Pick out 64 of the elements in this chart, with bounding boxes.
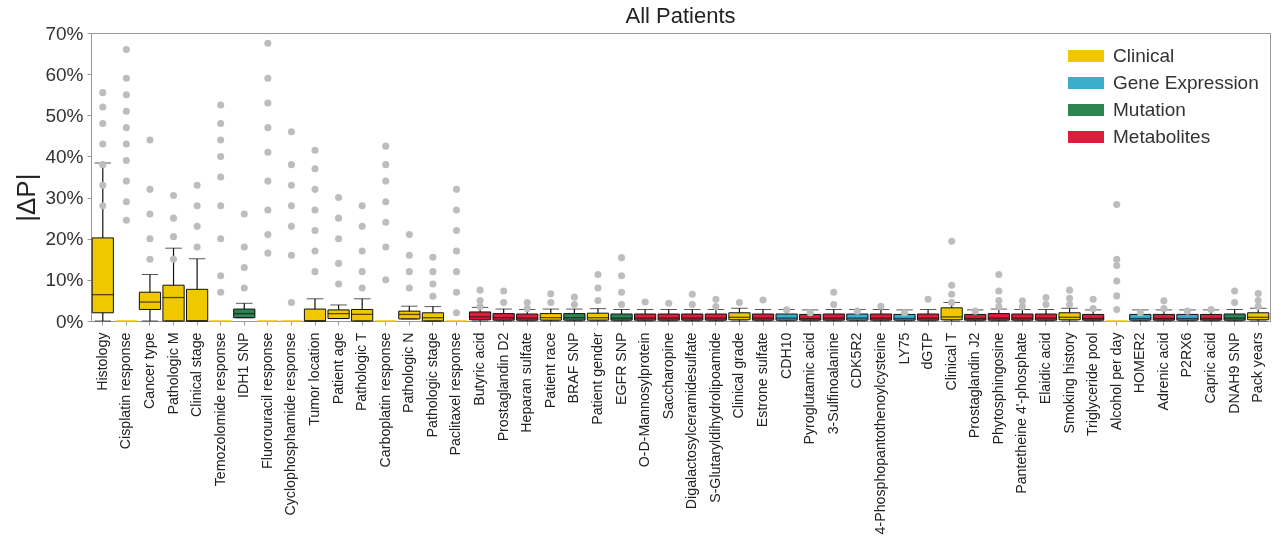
- x-tick-label: Paclitaxel response: [447, 332, 464, 456]
- x-tick-label: HOMER2: [1131, 332, 1148, 394]
- x-tick-label: Heparan sulfate: [518, 332, 535, 433]
- x-tick-label: Cancer type: [140, 332, 157, 409]
- x-tick-label: dGTP: [919, 332, 936, 370]
- legend-label: Gene Expression: [1113, 72, 1259, 93]
- y-tick-label: 70%: [45, 22, 84, 44]
- x-tick-label: CDH10: [777, 332, 794, 380]
- x-tick-label: Clinical grade: [730, 332, 747, 419]
- x-tick-label: Capric acid: [1202, 332, 1219, 404]
- x-tick-label: Patient race: [541, 332, 558, 409]
- x-tick-label: LY75: [895, 332, 912, 365]
- y-tick-label: 50%: [45, 104, 84, 126]
- x-tick-label: Temozolomide response: [211, 332, 228, 487]
- x-tick-label: 3-Sulfinoalanine: [824, 332, 841, 435]
- x-tick-label: Clinical T: [942, 332, 959, 391]
- x-tick-label: 4-Phosphopantothenoylcysteine: [871, 332, 888, 535]
- x-tick-label: Estrone sulfate: [754, 332, 771, 428]
- x-tick-label: Triglyceride pool: [1084, 332, 1101, 437]
- x-tick-label: Clinical stage: [188, 332, 205, 417]
- x-tick-label: Digalactosylceramidesulfate: [683, 332, 700, 510]
- x-tick-label: Pack years: [1249, 332, 1266, 403]
- x-tick-label: Pathologic T: [353, 332, 370, 412]
- x-tick-label: Cyclophosphamide response: [282, 332, 299, 516]
- x-tick-label: IDH1 SNP: [235, 332, 252, 398]
- y-tick-label: 30%: [45, 187, 84, 209]
- x-tick-label: Elaidic acid: [1036, 332, 1053, 405]
- x-tick-label: Alcohol per day: [1107, 331, 1124, 431]
- x-tick-label: Phytosphingosine: [989, 332, 1006, 445]
- legend-label: Mutation: [1113, 99, 1186, 120]
- x-tick-label: Adrenic acid: [1154, 332, 1171, 411]
- y-axis-title: |ΔP|: [11, 173, 42, 222]
- x-tick-label: Prostaglandin D2: [494, 332, 511, 442]
- y-tick-label: 40%: [45, 145, 84, 167]
- x-tick-label: EGFR SNP: [612, 332, 629, 406]
- legend-label: Clinical: [1113, 45, 1175, 66]
- x-tick-label: O-D-Mannosylprotein: [636, 332, 653, 468]
- x-tick-label: S-Glutaryldihydrolipoamide: [706, 332, 723, 503]
- y-tick-label: 20%: [45, 228, 84, 250]
- x-tick-label: Histology: [93, 331, 110, 391]
- x-tick-label: Pantetheine 4'-phosphate: [1013, 332, 1030, 494]
- chart-title: All Patients: [625, 3, 736, 28]
- x-tick-label: Pathologic M: [164, 332, 181, 415]
- x-tick-label: CDK5R2: [848, 332, 865, 389]
- x-tick-label: Patient age: [329, 332, 346, 405]
- x-tick-label: Pathologic stage: [423, 332, 440, 438]
- x-tick-label: DNAH9 SNP: [1225, 332, 1242, 414]
- x-tick-label: Butyric acid: [471, 332, 488, 406]
- y-tick-label: 0%: [56, 310, 84, 332]
- x-tick-label: Cisplatin response: [117, 332, 134, 450]
- legend-label: Metabolites: [1113, 126, 1211, 147]
- x-tick-label: P2RX6: [1178, 332, 1195, 378]
- x-tick-label: Patient gender: [588, 332, 605, 425]
- x-tick-label: Smoking history: [1060, 331, 1077, 434]
- x-tick-label: Pyroglutamic acid: [801, 332, 818, 445]
- y-tick-label: 10%: [45, 269, 84, 291]
- x-tick-label: Fluorouracil response: [258, 332, 275, 469]
- x-tick-label: Saccharopine: [659, 332, 676, 420]
- x-tick-label: Tumor location: [306, 332, 323, 426]
- x-tick-label: Carboplatin response: [376, 332, 393, 468]
- x-tick-label: Prostaglandin J2: [966, 332, 983, 439]
- y-tick-label: 60%: [45, 63, 84, 85]
- x-tick-label: BRAF SNP: [565, 332, 582, 404]
- x-tick-label: Pathologic N: [400, 332, 417, 413]
